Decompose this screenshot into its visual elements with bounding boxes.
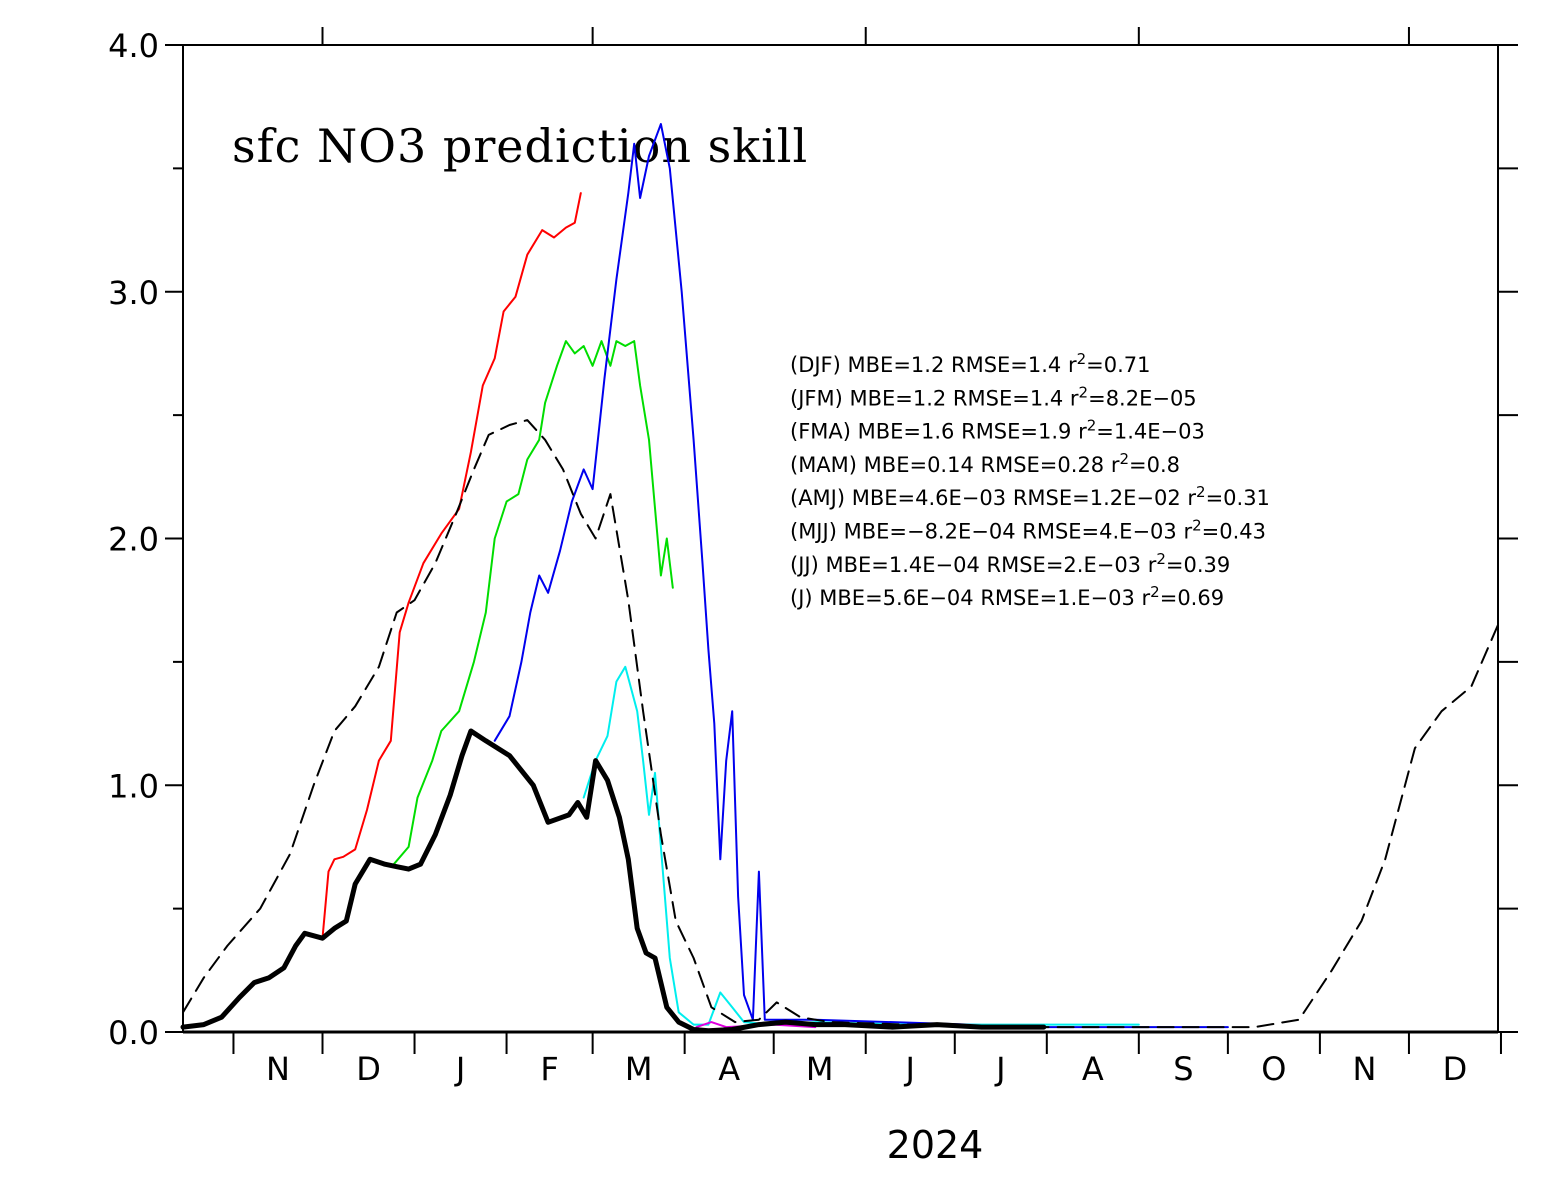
y-tick-label: 4.0	[108, 27, 159, 65]
series-lines	[180, 123, 1499, 1034]
stat-rmse: RMSE=1.4	[944, 353, 1061, 377]
stat-r2-value: =0.39	[1166, 553, 1230, 577]
stat-season: (FMA)	[790, 420, 851, 444]
stat-r-superscript: 2	[1196, 483, 1206, 501]
stat-season: (DJF)	[790, 353, 841, 377]
stat-r-superscript: 2	[1079, 383, 1089, 401]
stat-season: (MJJ)	[790, 520, 837, 544]
x-month-label: N	[1352, 1050, 1376, 1088]
stat-mbe: MBE=1.2	[843, 386, 946, 410]
y-tick-label: 2.0	[108, 521, 159, 559]
stat-rmse: RMSE=0.28	[974, 453, 1104, 477]
stat-r-superscript: 2	[1150, 583, 1160, 601]
stat-line: (JJ) MBE=1.4E−04 RMSE=2.E−03 r2=0.39	[790, 550, 1230, 577]
stat-r2-value: =0.69	[1160, 586, 1224, 610]
stat-line: (MAM) MBE=0.14 RMSE=0.28 r2=0.8	[790, 450, 1180, 477]
stat-season: (JJ)	[790, 553, 819, 577]
stat-r-superscript: 2	[1077, 350, 1087, 368]
stat-r2-value: =0.8	[1129, 453, 1180, 477]
stat-r2-value: =1.4E−03	[1096, 420, 1205, 444]
stat-season: (JFM)	[790, 386, 843, 410]
stat-rmse: RMSE=2.E−03	[980, 553, 1141, 577]
x-month-label: M	[806, 1050, 834, 1088]
series-line-1	[321, 192, 582, 940]
stat-season: (J)	[790, 586, 813, 610]
y-axis-tick-labels: 0.0 1.0 2.0 3.0 4.0	[108, 27, 159, 1052]
y-tick-label: 3.0	[108, 274, 159, 312]
stat-r2-value: =8.2E−05	[1088, 386, 1197, 410]
y-tick-label: 1.0	[108, 767, 159, 805]
stat-r-label: r	[1071, 420, 1087, 444]
series-line-7	[180, 728, 1047, 1034]
axis-ticks	[165, 27, 1518, 1054]
stat-mbe: MBE=1.6	[851, 420, 954, 444]
y-tick-label: 0.0	[108, 1014, 159, 1052]
stat-r-superscript: 2	[1156, 550, 1166, 568]
stat-r-label: r	[1181, 486, 1197, 510]
stat-r2-value: =0.43	[1202, 520, 1266, 544]
stat-r-label: r	[1141, 553, 1157, 577]
stat-mbe: MBE=1.2	[841, 353, 944, 377]
stat-rmse: RMSE=1.4	[946, 386, 1063, 410]
x-month-label: J	[904, 1050, 915, 1088]
x-month-label: D	[1443, 1050, 1468, 1088]
stat-season: (AMJ)	[790, 486, 845, 510]
series-line-2	[392, 340, 674, 866]
stat-line: (MJJ) MBE=−8.2E−04 RMSE=4.E−03 r2=0.43	[790, 517, 1266, 544]
x-month-label: A	[718, 1050, 740, 1088]
stat-r-superscript: 2	[1087, 417, 1097, 435]
stat-rmse: RMSE=1.2E−02	[1006, 486, 1181, 510]
stats-legend: (DJF) MBE=1.2 RMSE=1.4 r2=0.71(JFM) MBE=…	[790, 350, 1270, 610]
x-month-label: J	[994, 1050, 1005, 1088]
stat-line: (FMA) MBE=1.6 RMSE=1.9 r2=1.4E−03	[790, 417, 1205, 444]
x-month-label: J	[454, 1050, 465, 1088]
x-month-label: D	[356, 1050, 381, 1088]
stat-season: (MAM)	[790, 453, 857, 477]
stat-rmse: RMSE=1.E−03	[974, 586, 1135, 610]
stat-r-superscript: 2	[1119, 450, 1129, 468]
stat-r-label: r	[1104, 453, 1120, 477]
stat-line: (J) MBE=5.6E−04 RMSE=1.E−03 r2=0.69	[790, 583, 1224, 610]
x-month-label: O	[1261, 1050, 1286, 1088]
chart-title: sfc NO3 prediction skill	[232, 119, 808, 173]
stat-r-label: r	[1177, 520, 1193, 544]
stat-mbe: MBE=0.14	[857, 453, 974, 477]
x-axis-year-label: 2024	[887, 1123, 984, 1167]
stat-mbe: MBE=1.4E−04	[819, 553, 980, 577]
stat-rmse: RMSE=4.E−03	[1016, 520, 1177, 544]
x-month-label: M	[625, 1050, 653, 1088]
series-line-5	[695, 1021, 817, 1029]
series-line-6	[182, 419, 1499, 1029]
series-line-4	[582, 665, 1140, 1026]
stat-r-label: r	[1135, 586, 1151, 610]
series-line-3	[493, 123, 1229, 1029]
x-month-label: A	[1082, 1050, 1104, 1088]
stat-line: (AMJ) MBE=4.6E−03 RMSE=1.2E−02 r2=0.31	[790, 483, 1270, 510]
stat-r-superscript: 2	[1192, 517, 1202, 535]
stat-mbe: MBE=4.6E−03	[845, 486, 1006, 510]
stat-line: (DJF) MBE=1.2 RMSE=1.4 r2=0.71	[790, 350, 1151, 377]
x-month-label: S	[1173, 1050, 1193, 1088]
stat-r2-value: =0.71	[1086, 353, 1150, 377]
stat-rmse: RMSE=1.9	[954, 420, 1071, 444]
x-month-label: N	[266, 1050, 290, 1088]
stat-mbe: MBE=5.6E−04	[813, 586, 974, 610]
stat-r-label: r	[1061, 353, 1077, 377]
stat-mbe: MBE=−8.2E−04	[837, 520, 1016, 544]
stat-r-label: r	[1063, 386, 1079, 410]
stat-r2-value: =0.31	[1206, 486, 1270, 510]
stat-line: (JFM) MBE=1.2 RMSE=1.4 r2=8.2E−05	[790, 383, 1197, 410]
x-month-label: F	[540, 1050, 558, 1088]
